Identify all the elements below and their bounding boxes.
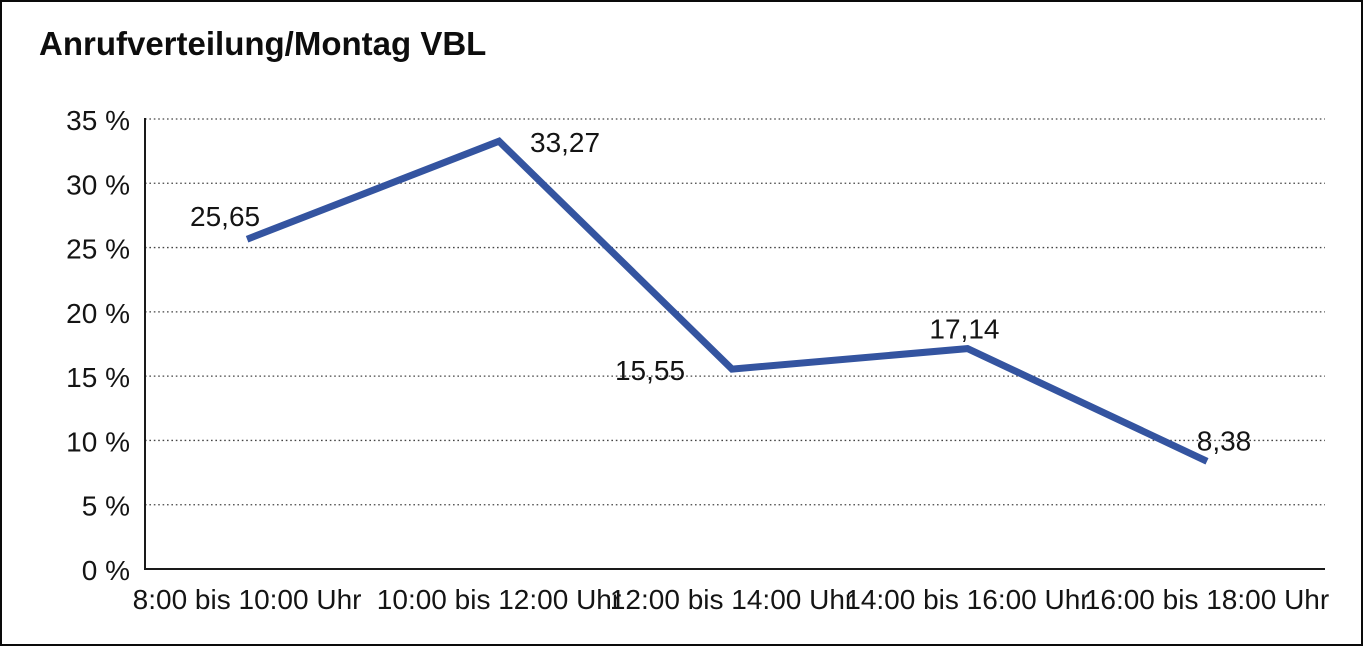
data-label: 33,27: [530, 127, 600, 158]
y-tick-label: 35 %: [66, 105, 130, 136]
chart-title: Anrufverteilung/Montag VBL: [39, 25, 487, 62]
y-tick-label: 0 %: [82, 555, 130, 586]
y-tick-label: 20 %: [66, 298, 130, 329]
x-category-label: 12:00 bis 14:00 Uhr: [610, 584, 854, 615]
series-line: [245, 137, 1209, 465]
y-tick-label: 15 %: [66, 362, 130, 393]
data-label: 15,55: [615, 355, 685, 386]
y-tick-label: 5 %: [82, 491, 130, 522]
data-label: 17,14: [929, 314, 999, 345]
data-label: 8,38: [1197, 425, 1252, 456]
x-category-label: 14:00 bis 16:00 Uhr: [845, 584, 1089, 615]
y-tick-label: 25 %: [66, 234, 130, 265]
y-tick-label: 10 %: [66, 426, 130, 457]
x-category-label: 8:00 bis 10:00 Uhr: [133, 584, 362, 615]
x-category-label: 10:00 bis 12:00 Uhr: [377, 584, 621, 615]
x-category-label: 16:00 bis 18:00 Uhr: [1085, 584, 1329, 615]
data-label: 25,65: [190, 201, 260, 232]
y-tick-label: 30 %: [66, 169, 130, 200]
